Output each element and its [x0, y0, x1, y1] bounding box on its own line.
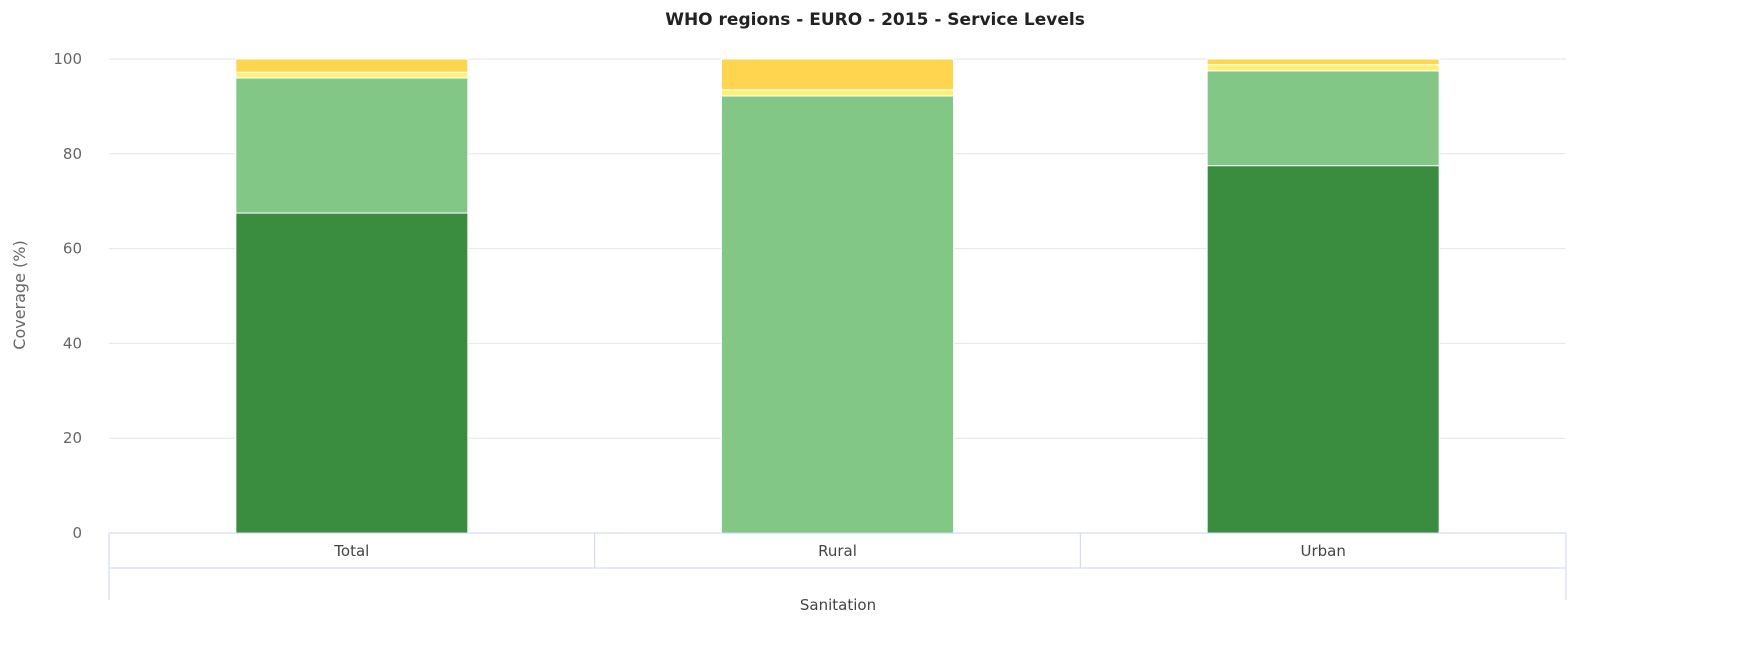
y-tick-label: 100: [53, 50, 82, 68]
chart-title: WHO regions - EURO - 2015 - Service Leve…: [665, 10, 1085, 30]
bar-segment-rural-2[interactable]: [721, 95, 954, 534]
x-category-label: Urban: [1300, 542, 1345, 560]
bar-segment-total-1[interactable]: [235, 212, 469, 534]
x-category-label: Rural: [818, 542, 857, 560]
x-axis-table: Total Rural Urban: [108, 532, 1567, 600]
bars: [235, 58, 1440, 534]
y-tick-label: 0: [72, 524, 82, 542]
bar-segment-total-4[interactable]: [235, 58, 469, 73]
y-tick-label: 20: [63, 429, 82, 447]
bar-segment-urban-2[interactable]: [1206, 70, 1440, 167]
bar-segment-rural-4[interactable]: [721, 58, 954, 91]
bar-segment-rural-3[interactable]: [721, 89, 954, 97]
bar-segment-urban-4[interactable]: [1206, 58, 1440, 66]
bar-segment-total-2[interactable]: [235, 77, 469, 214]
y-axis-ticks: 0 20 40 60 80 100: [53, 50, 82, 542]
x-category-label: Total: [333, 542, 369, 560]
y-tick-label: 60: [63, 240, 82, 258]
bar-segment-urban-1[interactable]: [1206, 165, 1440, 534]
x-group-label: Sanitation: [800, 596, 876, 614]
bar-segment-urban-3[interactable]: [1206, 64, 1440, 72]
y-axis-label: Coverage (%): [10, 240, 29, 349]
bar-segment-total-3[interactable]: [235, 71, 469, 79]
y-tick-label: 80: [63, 145, 82, 163]
y-tick-label: 40: [63, 334, 82, 352]
